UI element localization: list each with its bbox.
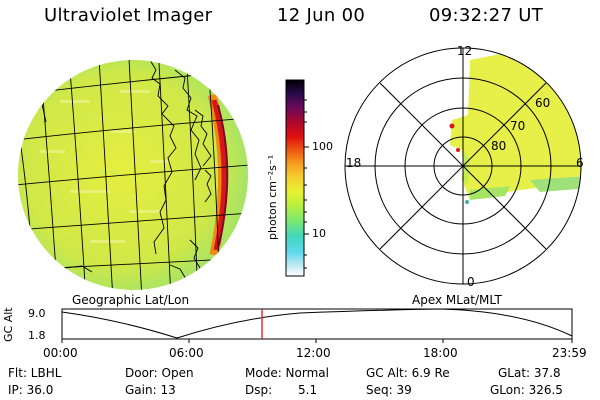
altitude-plot xyxy=(61,308,573,343)
altitude-ylabel: GC Alt xyxy=(2,307,15,342)
mlt-12-label: 12 xyxy=(457,44,473,58)
mlt-6-label: 6 xyxy=(576,156,584,170)
altitude-ytick-9: 9.0 xyxy=(28,307,46,320)
date-label: 12 Jun 00 xyxy=(277,5,366,26)
altitude-ytick-1: 1.8 xyxy=(28,329,46,342)
mlat-60-label: 60 xyxy=(535,96,551,110)
altitude-xtick-0600: 06:00 xyxy=(169,346,204,360)
mlt-0-label: 0 xyxy=(467,275,475,289)
mlt-18-label: 18 xyxy=(346,156,362,170)
colorbar-tick-100: 100 xyxy=(312,140,333,153)
altitude-xtick-0000: 00:00 xyxy=(43,346,78,360)
colorbar-tick-10: 10 xyxy=(312,227,326,240)
mode-field: Mode: Normal xyxy=(245,366,329,380)
glon-field: GLon: 326.5 xyxy=(490,383,563,397)
altitude-xtick-1800: 18:00 xyxy=(423,346,458,360)
polar-plot xyxy=(344,47,582,285)
dsp-label: Dsp: xyxy=(245,383,273,397)
globe-image xyxy=(18,60,248,290)
mlat-70-label: 70 xyxy=(510,119,526,133)
gain-field: Gain: 13 xyxy=(125,383,176,397)
colorbar-unit-label: photon cm⁻²s⁻¹ xyxy=(266,154,279,240)
glat-field: GLat: 37.8 xyxy=(498,366,561,380)
dsp-value: 5.1 xyxy=(298,383,318,397)
seq-field: Seq: 39 xyxy=(366,383,412,397)
title: Ultraviolet Imager xyxy=(44,5,213,26)
altitude-xtick-2359: 23:59 xyxy=(552,346,587,360)
colorbar xyxy=(285,79,305,277)
time-label: 09:32:27 UT xyxy=(429,5,544,26)
door-field: Door: Open xyxy=(125,366,194,380)
altitude-xtick-1200: 12:00 xyxy=(296,346,331,360)
colorbar-ticks xyxy=(304,99,309,269)
globe-caption: Geographic Lat/Lon xyxy=(72,293,190,307)
gc-alt-field: GC Alt: 6.9 Re xyxy=(366,366,450,380)
mlat-80-label: 80 xyxy=(491,139,507,153)
polar-caption: Apex MLat/MLT xyxy=(412,293,502,307)
ip-field: IP: 36.0 xyxy=(8,383,54,397)
flt-field: Flt: LBHL xyxy=(8,366,62,380)
